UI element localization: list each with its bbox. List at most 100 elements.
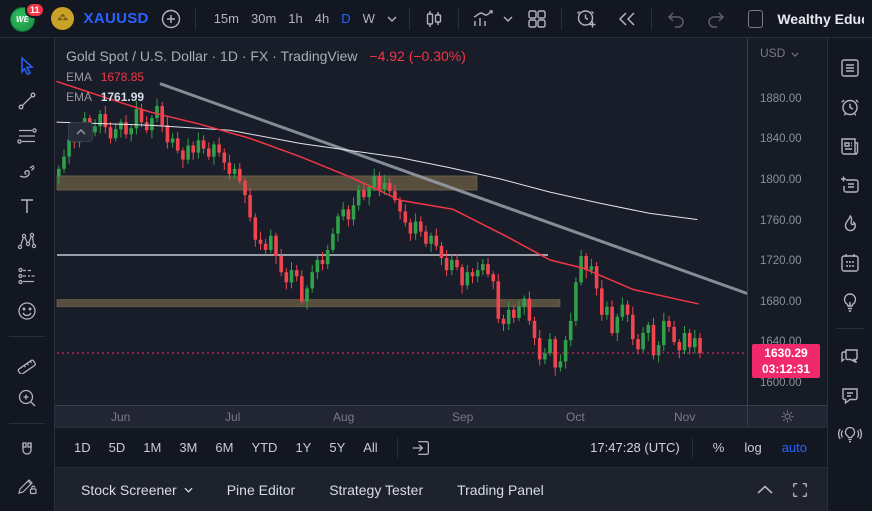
interval-button-w[interactable]: W (362, 11, 375, 26)
sidebar-divider (836, 328, 864, 329)
chart-bottom-toolbar: 1D 5D 1M 3M 6M YTD 1Y 5Y All 17:47:28 (UTC) % lo… (55, 427, 827, 467)
calendar-icon[interactable] (832, 243, 868, 282)
time-axis-month-jul: Jul (225, 410, 241, 424)
user-menu-button[interactable]: WE 11 (8, 1, 45, 34)
forecast-tool-button[interactable] (8, 258, 46, 293)
toolbar-divider (457, 7, 459, 30)
watchlist-icon[interactable] (832, 48, 868, 87)
bar-countdown: 03:12:31 (761, 362, 811, 376)
zoom-in-tool-button[interactable] (8, 380, 46, 415)
hotlist-flame-icon[interactable] (832, 204, 868, 243)
candlestick-chart[interactable] (55, 38, 747, 405)
news-icon[interactable] (832, 126, 868, 165)
emoji-tool-button[interactable] (8, 293, 46, 328)
magnet-mode-button[interactable] (8, 432, 46, 467)
fib-retracement-tool-button[interactable] (8, 118, 46, 153)
xabcd-pattern-tool-button[interactable] (8, 223, 46, 258)
toolbar-divider (650, 7, 652, 30)
top-toolbar: WE 11 XAUUSD 15m 30m 1h 4h D W (0, 0, 872, 38)
chart-pane[interactable]: Gold Spot / U.S. Dollar · 1D · FX · Trad… (55, 38, 827, 427)
bottom-panel-tabs: Stock Screener Pine Editor Strategy Tester… (55, 467, 827, 511)
interval-chevron-down-icon[interactable] (387, 16, 397, 22)
drawing-toolbar (0, 38, 55, 511)
panel-tab-strategy-tester[interactable]: Strategy Tester (329, 481, 424, 498)
interval-button-30m[interactable]: 30m (250, 11, 277, 26)
measure-tool-button[interactable] (8, 345, 46, 380)
range-button-ytd[interactable]: YTD (251, 440, 278, 455)
public-chats-icon[interactable] (832, 336, 868, 375)
percent-scale-button[interactable]: % (712, 440, 725, 455)
panel-tab-stock-screener[interactable]: Stock Screener (69, 476, 205, 504)
cursor-tool-button[interactable] (8, 48, 46, 83)
interval-button-1h[interactable]: 1h (288, 11, 303, 26)
range-button-3m[interactable]: 3M (179, 440, 198, 455)
time-axis-month-nov: Nov (674, 410, 696, 424)
interval-button-d[interactable]: D (341, 11, 351, 26)
toolbar-divider (408, 7, 410, 30)
alerts-icon[interactable] (832, 87, 868, 126)
range-button-6m[interactable]: 6M (215, 440, 234, 455)
panel-expand-chevron-icon[interactable] (757, 485, 773, 494)
panel-tab-pine-editor[interactable]: Pine Editor (226, 481, 296, 498)
interval-button-15m[interactable]: 15m (213, 11, 239, 26)
ema-slow-value: 1761.99 (100, 90, 145, 104)
range-button-5y[interactable]: 5Y (329, 440, 346, 455)
undo-icon[interactable] (664, 7, 688, 31)
chart-style-candles-icon[interactable] (422, 7, 446, 31)
ema-fast-value: 1678.85 (100, 70, 145, 84)
notes-add-icon[interactable] (832, 165, 868, 204)
range-button-1d[interactable]: 1D (74, 440, 91, 455)
time-axis-month-oct: Oct (566, 410, 585, 424)
alert-add-icon[interactable] (574, 7, 599, 31)
time-axis[interactable]: Jun Jul Aug Sep Oct Nov (55, 405, 747, 427)
range-button-all[interactable]: All (363, 440, 378, 455)
range-button-1m[interactable]: 1M (143, 440, 162, 455)
time-axis-month-jun: Jun (111, 410, 131, 424)
supply-zone (56, 175, 478, 191)
price-axis[interactable]: USD 1880.00 1840.00 1800.00 1760.00 1720.00 1… (747, 38, 827, 405)
redo-icon[interactable] (704, 7, 728, 31)
fullscreen-icon[interactable] (791, 481, 809, 499)
compare-add-icon[interactable] (159, 7, 183, 31)
time-axis-month-sep: Sep (452, 410, 474, 424)
brush-tool-button[interactable] (8, 153, 46, 188)
toolbar-divider (560, 7, 562, 30)
ideas-lightbulb-icon[interactable] (832, 282, 868, 321)
ema-slow-legend[interactable]: EMA 1761.99 (66, 90, 145, 104)
streams-lightbulb-rays-icon[interactable] (832, 414, 868, 453)
log-scale-button[interactable]: log (744, 440, 762, 455)
price-axis-tick: 1600.00 (760, 377, 802, 389)
gold-symbol-icon (50, 7, 74, 30)
interval-button-4h[interactable]: 4h (314, 11, 330, 26)
price-axis-tick: 1680.00 (760, 296, 802, 308)
range-button-1y[interactable]: 1Y (295, 440, 312, 455)
range-button-5d[interactable]: 5D (108, 440, 126, 455)
symbol-title[interactable]: Gold Spot / U.S. Dollar · 1D · FX · Trad… (66, 48, 358, 64)
last-price-value: 1630.29 (764, 346, 808, 360)
legend-collapse-button[interactable] (68, 122, 93, 142)
toolbar-divider (194, 7, 196, 30)
ema-fast-legend[interactable]: EMA 1678.85 (66, 70, 145, 84)
clock-utc-label[interactable]: 17:47:28 (UTC) (590, 440, 680, 455)
private-chat-icon[interactable] (832, 375, 868, 414)
lock-drawings-button[interactable] (8, 467, 46, 502)
indicators-icon[interactable] (471, 7, 497, 31)
text-tool-button[interactable] (8, 188, 46, 223)
auto-scale-button[interactable]: auto (781, 440, 807, 455)
account-name-label[interactable]: Wealthy Educ... (777, 10, 864, 27)
chevron-down-icon (184, 487, 193, 493)
layout-grid-icon[interactable] (525, 7, 549, 31)
go-to-date-icon[interactable] (410, 437, 432, 459)
gear-icon[interactable] (780, 409, 795, 424)
trend-line-tool-button[interactable] (8, 83, 46, 118)
symbol-description[interactable]: Gold Spot / U.S. Dollar · 1D · FX · Trad… (66, 48, 466, 64)
save-layout-checkbox[interactable] (747, 9, 764, 28)
bar-replay-icon[interactable] (615, 7, 639, 31)
indicators-chevron-down-icon[interactable] (503, 16, 513, 22)
toolbar-divider (691, 437, 693, 458)
symbol-search-button[interactable]: XAUUSD (83, 10, 149, 27)
price-axis-tick: 1800.00 (760, 174, 802, 186)
price-axis-currency[interactable]: USD (760, 46, 799, 60)
panel-tab-trading-panel[interactable]: Trading Panel (457, 481, 544, 498)
time-axis-month-aug: Aug (333, 410, 355, 424)
